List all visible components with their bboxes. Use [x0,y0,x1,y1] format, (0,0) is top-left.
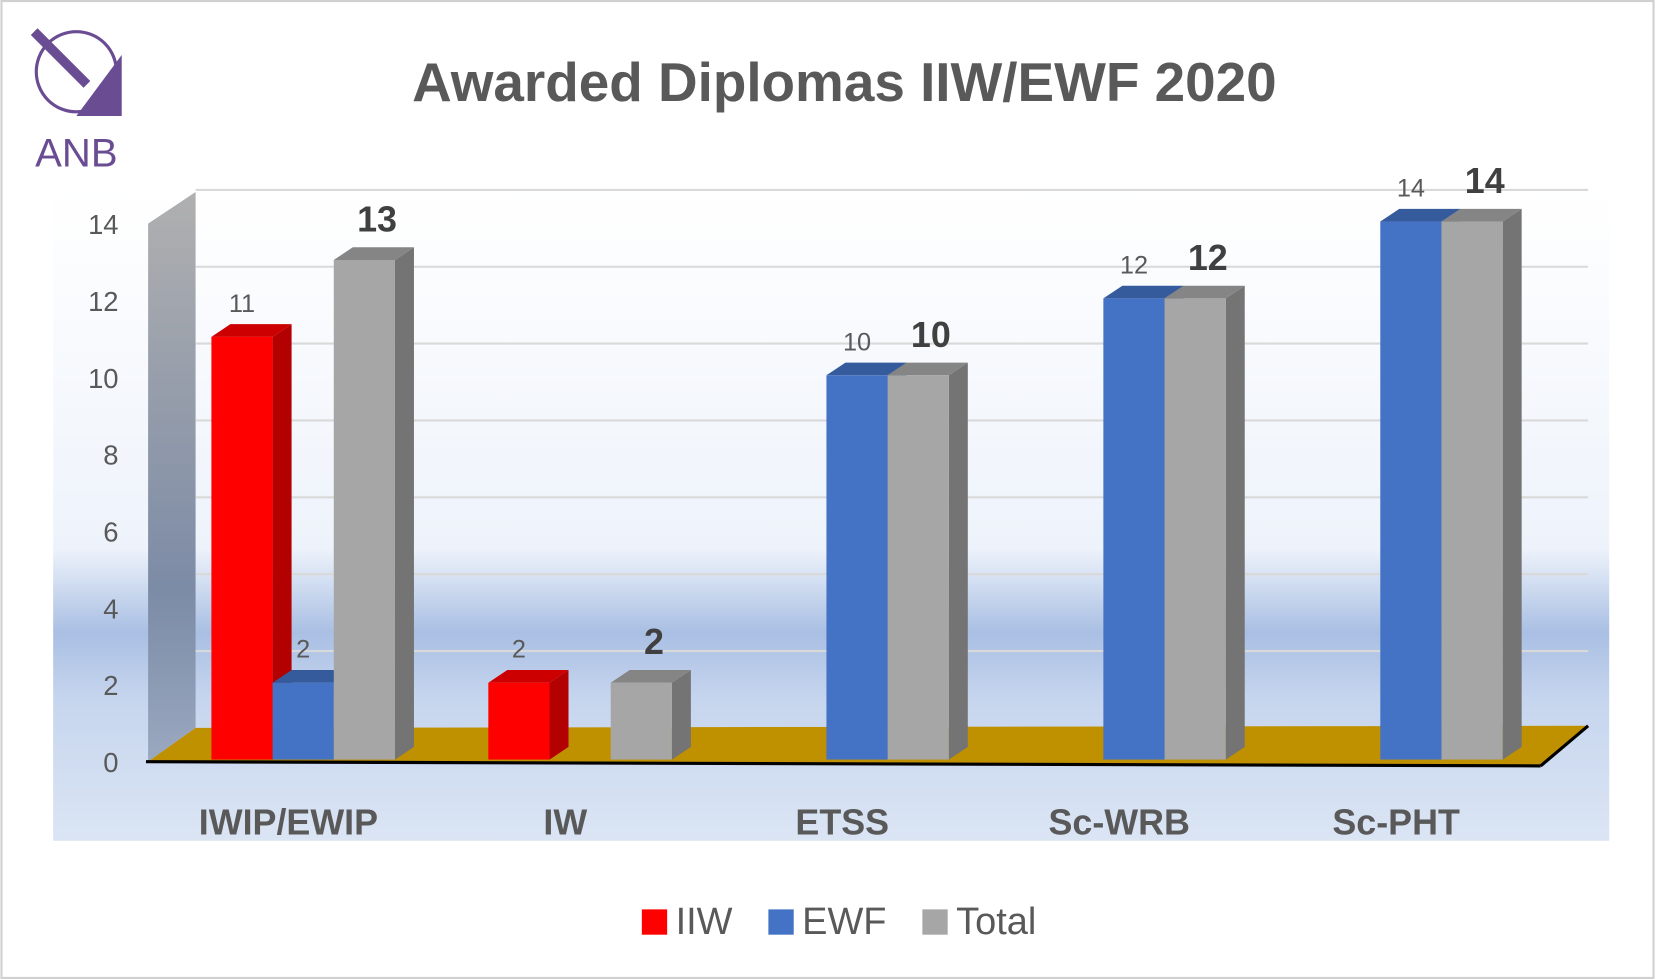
legend-swatch [768,909,794,935]
bar [211,336,273,760]
bar [488,682,550,760]
data-label: 2 [296,636,310,664]
bar-side [671,670,691,760]
y-tick-label: 4 [103,593,118,624]
floor-edge [145,760,1541,768]
y-tick-label: 14 [88,209,118,240]
legend-label: IIW [676,901,733,943]
data-label: 14 [1397,175,1425,203]
bar [826,375,888,760]
logo-text: ANB [35,132,117,176]
data-label: 2 [512,636,526,664]
bar-top [272,670,353,683]
y-tick-label: 12 [88,286,118,317]
data-label: 2 [644,622,664,662]
legend-label: EWF [802,901,886,943]
data-label: 12 [1120,251,1148,279]
bar-top [1164,285,1245,299]
data-label: 11 [229,290,255,318]
bar-top [488,670,569,683]
bar-top [1441,208,1522,222]
bar [610,682,672,760]
x-tick-label: Sc-WRB [1048,802,1189,842]
bar-side [1502,208,1522,760]
y-tick-label: 6 [103,517,118,548]
bar-side [948,362,968,760]
legend-swatch [641,909,668,935]
data-label: 13 [357,199,397,239]
side-wall [148,192,196,762]
bar [1103,298,1165,760]
data-label: 10 [911,315,951,355]
y-tick-label: 0 [103,747,118,778]
y-tick-label: 8 [103,440,118,471]
y-tick-label: 2 [103,670,118,701]
data-label: 12 [1188,238,1228,278]
bar-top [826,362,907,376]
bar-top [1380,208,1461,222]
x-tick-label: ETSS [795,802,889,842]
bar-side [394,247,414,760]
bar-top [1103,285,1184,299]
legend-swatch [922,909,948,935]
floor-edge [1539,724,1590,768]
bar [1441,221,1503,760]
bar [1164,298,1226,760]
x-tick-label: IW [543,802,587,842]
bar [1380,221,1442,760]
x-tick-label: IWIP/EWIP [199,802,378,842]
bar-top [887,362,968,376]
bar [333,259,395,760]
data-label: 14 [1465,161,1505,201]
bar [887,375,949,760]
bar-top [211,324,292,337]
data-label: 10 [843,328,871,356]
bar-side [272,324,292,760]
bar-top [610,670,691,683]
y-tick-label: 10 [88,363,118,394]
bar [272,682,334,760]
legend-label: Total [956,901,1036,943]
bar-side [1225,285,1245,760]
bar-top [333,247,414,260]
chart-title: Awarded Diplomas IIW/EWF 2020 [412,51,1277,113]
bar-side [549,670,569,760]
x-tick-label: Sc-PHT [1332,802,1460,842]
